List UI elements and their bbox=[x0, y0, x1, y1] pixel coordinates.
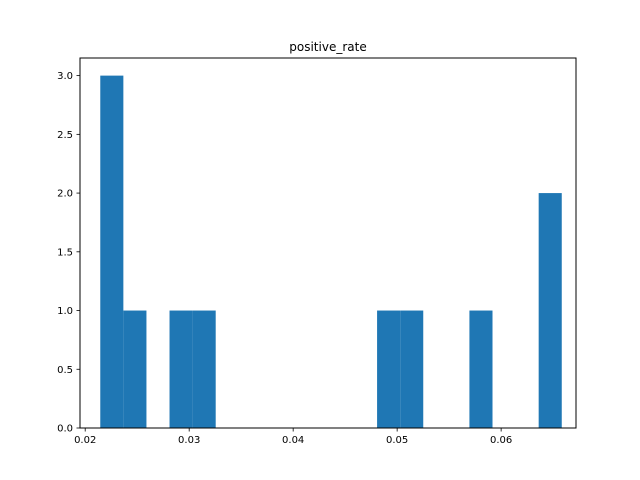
x-tick-label: 0.05 bbox=[386, 435, 408, 446]
histogram-bar bbox=[400, 310, 424, 428]
y-tick-label: 3.0 bbox=[57, 71, 73, 82]
x-tick-label: 0.06 bbox=[490, 435, 512, 446]
y-tick-label: 2.5 bbox=[57, 130, 73, 141]
histogram-bar bbox=[123, 310, 147, 428]
x-tick-label: 0.02 bbox=[74, 435, 96, 446]
x-axis: 0.02 0.03 0.04 0.05 0.06 bbox=[74, 428, 512, 446]
bars-group bbox=[100, 75, 562, 428]
histogram-bar bbox=[377, 310, 401, 428]
plot-frame bbox=[79, 57, 577, 429]
histogram-bar bbox=[192, 310, 216, 428]
histogram-bar bbox=[100, 75, 124, 428]
histogram-bar bbox=[169, 310, 193, 428]
histogram-bar bbox=[538, 193, 562, 428]
y-tick-label: 0.0 bbox=[57, 424, 73, 435]
y-tick-label: 1.5 bbox=[57, 247, 73, 258]
histogram-bar bbox=[469, 310, 493, 428]
y-tick-label: 2.0 bbox=[57, 189, 73, 200]
x-tick-label: 0.04 bbox=[282, 435, 304, 446]
y-tick-label: 1.0 bbox=[57, 306, 73, 317]
chart-title: positive_rate bbox=[289, 40, 366, 54]
y-tick-label: 0.5 bbox=[57, 365, 73, 376]
y-axis: 0.0 0.5 1.0 1.5 2.0 2.5 3.0 bbox=[57, 71, 80, 435]
x-tick-label: 0.03 bbox=[178, 435, 200, 446]
